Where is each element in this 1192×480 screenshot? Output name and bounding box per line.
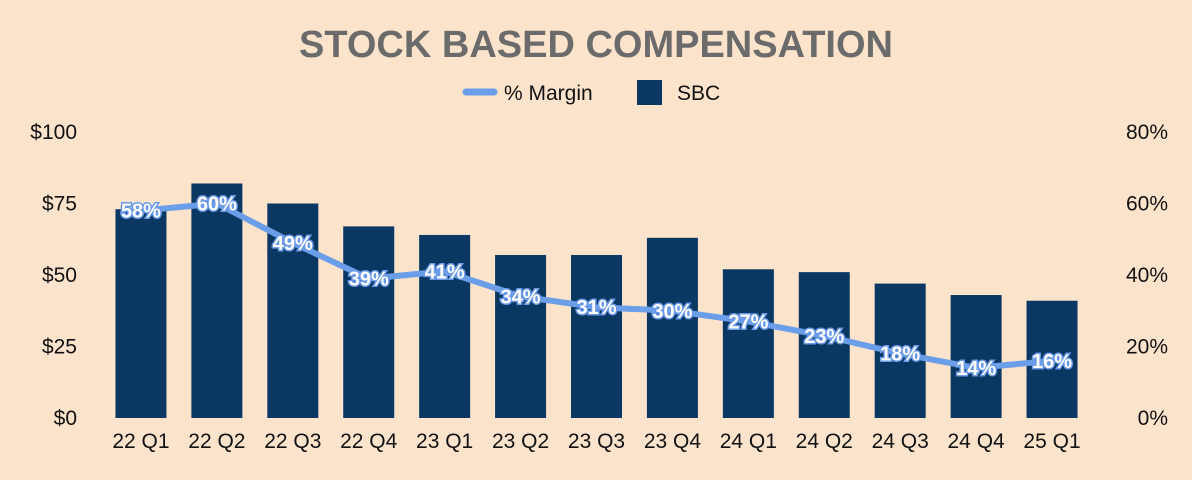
margin-data-label: 16% [1032,351,1072,373]
margin-data-label: 14% [956,358,996,380]
legend-sbc-swatch [637,80,662,105]
x-tick-label: 24 Q2 [796,430,853,453]
margin-data-label: 31% [576,297,616,319]
x-tick-label: 23 Q2 [492,430,549,453]
sbc-bar [722,269,774,418]
sbc-bar [115,209,167,418]
x-tick-label: 22 Q3 [264,430,321,453]
right-tick-label: 0% [1138,407,1168,430]
x-tick-label: 22 Q1 [112,430,169,453]
margin-data-label: 39% [349,269,389,291]
margin-data-label: 60% [197,194,237,216]
legend: % Margin SBC [462,80,720,105]
right-tick-label: 80% [1126,121,1168,144]
margin-data-label: 41% [425,261,465,283]
x-tick-label: 24 Q4 [948,430,1006,453]
margin-data-label: 18% [880,344,920,366]
sbc-bar [646,237,698,418]
sbc-bar [191,183,243,418]
legend-sbc-label: SBC [677,82,720,105]
margin-line-layer [138,200,1055,371]
chart-title: STOCK BASED COMPENSATION [299,24,893,66]
margin-data-label: 27% [728,311,768,333]
left-tick-label: $100 [30,121,77,144]
left-tick-label: $50 [42,264,77,287]
right-tick-label: 60% [1126,193,1168,216]
x-tick-label: 25 Q1 [1023,430,1080,453]
margin-data-label: 30% [652,301,692,323]
margin-data-label: 49% [273,233,313,255]
x-axis: 22 Q1 22 Q2 22 Q3 22 Q4 23 Q1 23 Q2 23 Q3 23 Q4… [112,430,1080,453]
left-tick-label: $0 [54,407,77,430]
sbc-bar [495,254,547,418]
x-tick-label: 24 Q1 [720,430,777,453]
margin-data-label: 34% [501,286,541,308]
margin-data-label: 58% [121,201,161,223]
sbc-bar [571,254,622,418]
margin-point-labels: 58% 60% 49% 39% 41% 34% 31% 30% 27% 23% 18% 14% 16% [119,192,1073,381]
margin-line [138,200,1055,371]
left-tick-label: $75 [42,193,77,216]
x-tick-label: 23 Q3 [568,430,625,453]
x-tick-label: 22 Q2 [188,430,245,453]
left-tick-label: $25 [42,336,77,359]
sbc-bars [115,183,1078,418]
right-tick-label: 40% [1126,264,1168,287]
x-tick-label: 23 Q1 [416,430,473,453]
margin-data-label: 23% [804,326,844,348]
sbc-bar [798,272,850,418]
x-tick-label: 24 Q3 [872,430,929,453]
left-axis: $0 $25 $50 $75 $100 [30,121,77,430]
sbc-bar [950,295,1002,418]
x-tick-label: 23 Q4 [644,430,702,453]
x-tick-label: 22 Q4 [340,430,398,453]
sbc-bar [419,234,471,418]
right-axis: 0% 20% 40% 60% 80% [1126,121,1168,430]
right-tick-label: 20% [1126,336,1168,359]
sbc-bar [267,203,319,418]
sbc-bar [343,226,395,418]
legend-margin-label: % Margin [504,82,593,105]
